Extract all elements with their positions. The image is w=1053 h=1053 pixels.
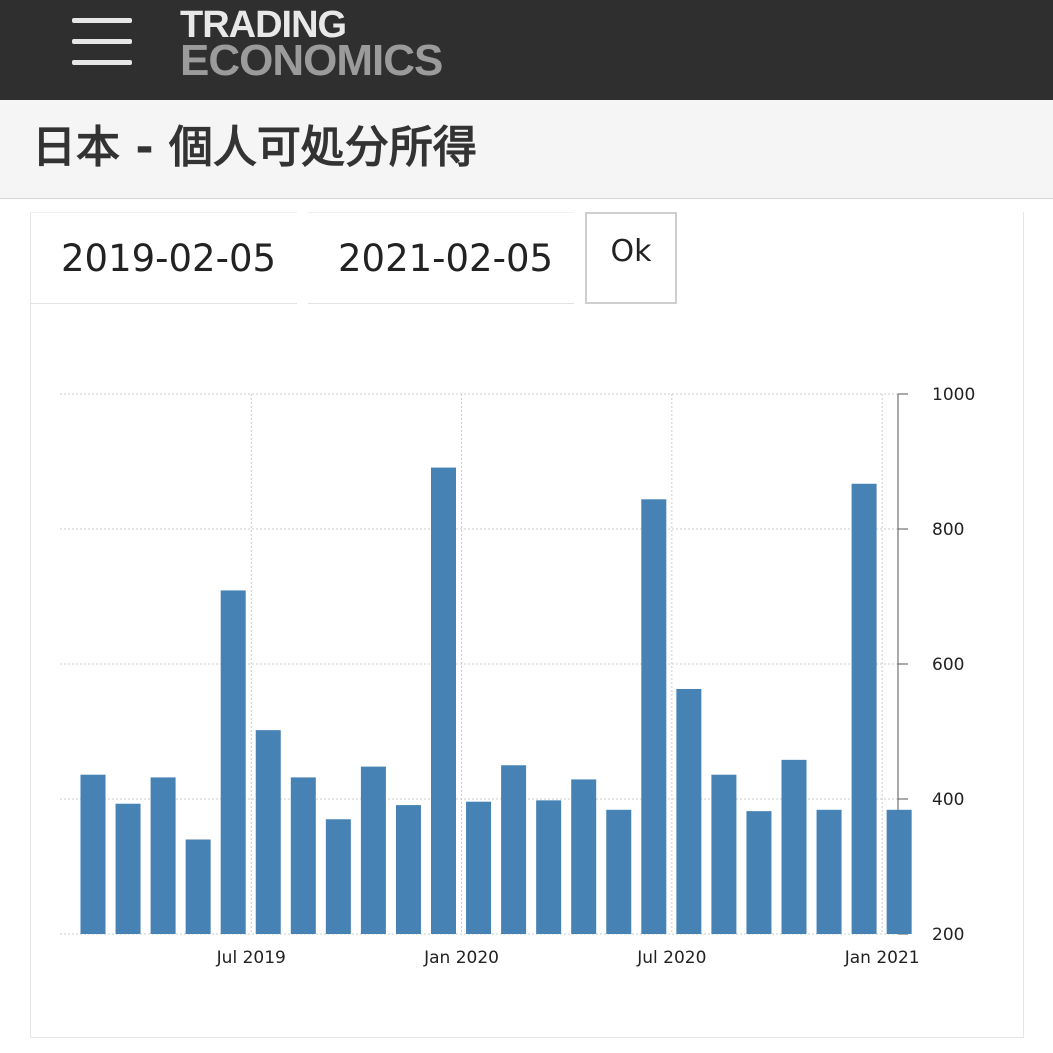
bar-2019-02[interactable] bbox=[80, 774, 106, 934]
y-tick-label: 400 bbox=[932, 790, 964, 810]
bar-2020-06[interactable] bbox=[641, 499, 667, 934]
hamburger-menu-icon[interactable] bbox=[72, 18, 132, 66]
y-tick-label: 800 bbox=[932, 520, 964, 540]
bar-2020-11[interactable] bbox=[816, 809, 842, 934]
bar-2019-03[interactable] bbox=[115, 803, 141, 934]
bar-2020-05[interactable] bbox=[606, 809, 632, 934]
x-tick-label: Jul 2020 bbox=[636, 948, 706, 968]
bar-2019-04[interactable] bbox=[150, 777, 176, 934]
bar-2020-10[interactable] bbox=[781, 759, 807, 934]
bar-2020-03[interactable] bbox=[536, 800, 562, 934]
logo-line-2: ECONOMICS bbox=[180, 36, 443, 85]
bar-2019-08[interactable] bbox=[290, 777, 316, 934]
page-title: 日本 - 個人可処分所得 bbox=[32, 122, 477, 173]
bar-2020-02[interactable] bbox=[501, 765, 527, 934]
bar-2020-01[interactable] bbox=[466, 801, 492, 934]
bar-2019-07[interactable] bbox=[255, 730, 281, 934]
end-date-input[interactable] bbox=[308, 212, 574, 304]
bar-2019-05[interactable] bbox=[185, 839, 211, 935]
chart-axis-labels: 1000 800 600 400 200 Jul 2019 Jan 2020 Jul 2020… bbox=[216, 385, 976, 968]
bar-2020-08[interactable] bbox=[711, 774, 737, 934]
bar-2019-11[interactable] bbox=[395, 805, 421, 934]
x-tick-label: Jul 2019 bbox=[216, 948, 286, 968]
menu-line bbox=[72, 60, 132, 65]
site-logo[interactable]: TRADING ECONOMICS bbox=[180, 4, 443, 85]
top-navigation-bar: TRADING ECONOMICS bbox=[0, 0, 1053, 100]
bar-2021-01[interactable] bbox=[886, 809, 912, 934]
x-tick-label: Jan 2020 bbox=[423, 948, 499, 968]
start-date-input[interactable] bbox=[31, 212, 297, 304]
bar-2020-04[interactable] bbox=[571, 779, 597, 934]
bar-2020-12[interactable] bbox=[851, 483, 877, 934]
chart-bars bbox=[80, 467, 912, 935]
x-tick-label: Jan 2021 bbox=[844, 948, 920, 968]
bar-2019-10[interactable] bbox=[360, 766, 386, 934]
title-bar: 日本 - 個人可処分所得 bbox=[0, 100, 1053, 199]
y-tick-label: 600 bbox=[932, 655, 964, 675]
menu-line bbox=[72, 18, 132, 23]
menu-line bbox=[72, 39, 132, 44]
logo-line-1: TRADING bbox=[180, 4, 347, 46]
bar-2020-07[interactable] bbox=[676, 688, 702, 934]
bar-2020-09[interactable] bbox=[746, 811, 772, 934]
bar-2019-09[interactable] bbox=[325, 819, 351, 934]
y-tick-label: 200 bbox=[932, 925, 964, 945]
bar-2019-06[interactable] bbox=[220, 590, 246, 934]
bar-2019-12[interactable] bbox=[431, 467, 456, 934]
y-tick-label: 1000 bbox=[932, 385, 975, 405]
ok-button[interactable]: Ok bbox=[585, 212, 677, 304]
